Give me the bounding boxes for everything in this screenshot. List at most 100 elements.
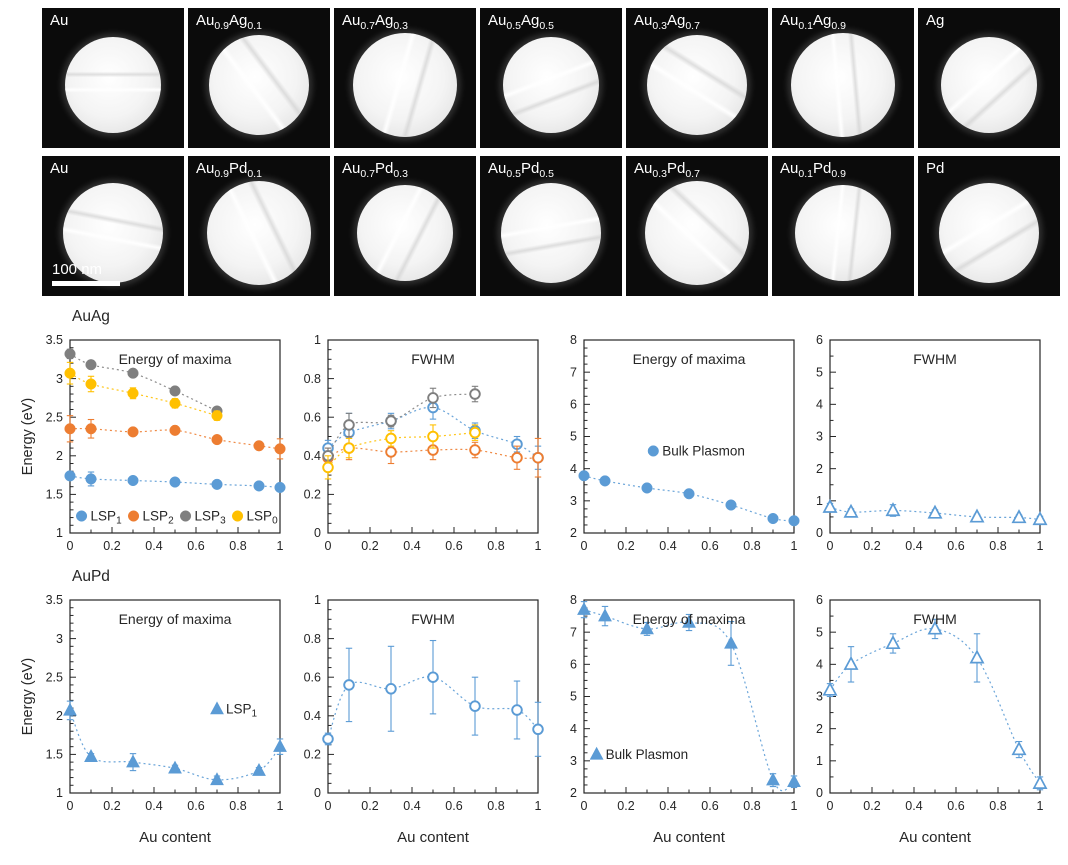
svg-text:0.6: 0.6: [187, 539, 204, 553]
nanoparticle-image: [209, 35, 309, 135]
chart-title: FWHM: [411, 611, 455, 627]
series-LSP1: [822, 498, 1048, 526]
micrograph-tile: Au0.3Pd0.7: [626, 156, 768, 296]
micrograph-row-auag: Au Au0.9Ag0.1 Au0.7Ag0.3 Au0.5Ag0.5 Au0.3Ag0…: [42, 8, 1060, 148]
nanoparticle-facet-streaks: [503, 37, 599, 133]
chart-legend: LSP1: [210, 701, 258, 720]
svg-text:0: 0: [581, 799, 588, 813]
y-axis-ticks: 0 1 2 3 4 5 6: [816, 333, 836, 540]
chart-svg-auag_bulk_energy: 2 3 4 5 6 7 8 0 0.2 0.4 0.6 0.8 1 Energy of maxima Bul…: [570, 333, 800, 553]
svg-text:1: 1: [1037, 799, 1044, 813]
scale-bar-label: 100 nm: [52, 261, 103, 278]
svg-text:1: 1: [56, 526, 63, 540]
nanoparticle-image: [503, 37, 599, 133]
series-LSP0: [322, 424, 481, 480]
svg-text:0.8: 0.8: [229, 799, 246, 813]
group-label-aupd: AuPd: [72, 568, 110, 585]
scale-bar-line: [52, 281, 120, 286]
micrograph-composition-label: Au: [50, 160, 69, 177]
x-axis-label: Au content: [653, 829, 726, 846]
micrograph-composition-label: Au0.9Ag0.1: [196, 12, 262, 32]
series-Bulk Plasmon: [577, 601, 801, 792]
y-axis-ticks: 0 0.2 0.4 0.6 0.8 1: [304, 593, 334, 800]
micrograph-tile: Au0.7Ag0.3: [334, 8, 476, 148]
micrograph-tile: Au0.3Ag0.7: [626, 8, 768, 148]
chart-legend: Bulk Plasmon: [647, 443, 745, 458]
svg-text:0.6: 0.6: [701, 539, 718, 553]
svg-text:2.5: 2.5: [46, 410, 63, 424]
chart-auag-fwhm: 0 0.2 0.4 0.6 0.8 1 0 0.2 0.4 0.6 0.8 1 FWHM: [276, 330, 546, 562]
svg-text:6: 6: [570, 398, 577, 412]
x-axis-ticks: 0 0.2 0.4 0.6 0.8 1: [325, 787, 542, 813]
x-axis-ticks: 0 0.2 0.4 0.6 0.8 1: [581, 787, 798, 813]
chart-svg-auag_energy: 1 1.5 2 2.5 3 3.5 0 0.2 0.4 0.6 0.8 1 Energy of maxi…: [20, 333, 286, 553]
svg-text:LSP1: LSP1: [226, 702, 258, 720]
svg-text:1: 1: [314, 593, 321, 607]
svg-text:0.6: 0.6: [445, 799, 462, 813]
svg-text:8: 8: [570, 333, 577, 347]
micrograph-composition-label: Au0.1Ag0.9: [780, 12, 846, 32]
micrograph-tile: Au0.9Ag0.1: [188, 8, 330, 148]
svg-text:0.8: 0.8: [304, 372, 321, 386]
x-axis-label: Au content: [397, 829, 470, 846]
series-Bulk Plasmon: [822, 618, 1048, 791]
chart-legend: Bulk Plasmon: [589, 746, 688, 762]
scale-bar: 100 nm: [52, 261, 120, 286]
svg-text:8: 8: [570, 593, 577, 607]
micrograph-tile: Au0.5Ag0.5: [480, 8, 622, 148]
chart-title: Energy of maxima: [119, 351, 232, 367]
svg-text:0.4: 0.4: [403, 539, 420, 553]
x-axis-label: Au content: [139, 829, 212, 846]
svg-text:1: 1: [791, 539, 798, 553]
svg-text:0.8: 0.8: [487, 799, 504, 813]
nanoparticle-image: [501, 183, 601, 283]
chart-aupd-bulk-plasmon-energy: 2 3 4 5 6 7 8 0 0.2 0.4 0.6 0.8 1 Energy of maxima Bul…: [532, 590, 802, 858]
chart-title: Energy of maxima: [633, 611, 746, 627]
svg-text:LSP0: LSP0: [247, 509, 279, 527]
svg-text:3: 3: [816, 430, 823, 444]
micrograph-tile: Au: [42, 8, 184, 148]
svg-text:0: 0: [827, 799, 834, 813]
svg-text:1: 1: [1037, 539, 1044, 553]
chart-auag-bulk-plasmon-fwhm: 0 1 2 3 4 5 6 0 0.2 0.4 0.6 0.8 1 FWHM: [778, 330, 1048, 562]
y-axis-label: Energy (eV): [20, 398, 36, 475]
chart-title: FWHM: [913, 611, 957, 627]
svg-text:0.4: 0.4: [905, 539, 922, 553]
nanoparticle-image: [353, 33, 457, 137]
nanoparticle-facet-streaks: [353, 33, 457, 137]
svg-text:0: 0: [314, 526, 321, 540]
nanoparticle-facet-streaks: [63, 183, 163, 283]
nanoparticle-image: [357, 185, 453, 281]
x-axis-label: Au content: [899, 829, 972, 846]
svg-text:0.8: 0.8: [229, 539, 246, 553]
nanoparticle-facet-streaks: [647, 35, 747, 135]
micrograph-composition-label: Au0.7Pd0.3: [342, 160, 408, 180]
svg-text:0.2: 0.2: [617, 539, 634, 553]
svg-text:0.2: 0.2: [863, 539, 880, 553]
svg-text:0.4: 0.4: [145, 539, 162, 553]
svg-text:1: 1: [535, 799, 542, 813]
micrograph-composition-label: Au0.5Pd0.5: [488, 160, 554, 180]
svg-text:1: 1: [535, 539, 542, 553]
nanoparticle-image: [791, 33, 895, 137]
nanoparticle-image: [207, 181, 311, 285]
nanoparticle-image: [647, 35, 747, 135]
series-LSP3: [64, 348, 223, 417]
svg-text:0.8: 0.8: [743, 799, 760, 813]
svg-text:1.5: 1.5: [46, 488, 63, 502]
svg-text:0: 0: [816, 786, 823, 800]
svg-text:2: 2: [56, 449, 63, 463]
svg-text:LSP3: LSP3: [195, 509, 227, 527]
series-LSP0: [64, 361, 223, 422]
y-axis-ticks: 2 3 4 5 6 7 8: [570, 593, 590, 800]
x-axis-ticks: 0 0.2 0.4 0.6 0.8 1: [581, 527, 798, 553]
svg-text:3: 3: [570, 754, 577, 768]
svg-text:0.6: 0.6: [304, 410, 321, 424]
nanoparticle-image: [941, 37, 1037, 133]
micrograph-tile: Ag: [918, 8, 1060, 148]
svg-text:3.5: 3.5: [46, 333, 63, 347]
nanoparticle-facet-streaks: [65, 37, 161, 133]
nanoparticle-image: [63, 183, 163, 283]
micrograph-composition-label: Au0.3Pd0.7: [634, 160, 700, 180]
